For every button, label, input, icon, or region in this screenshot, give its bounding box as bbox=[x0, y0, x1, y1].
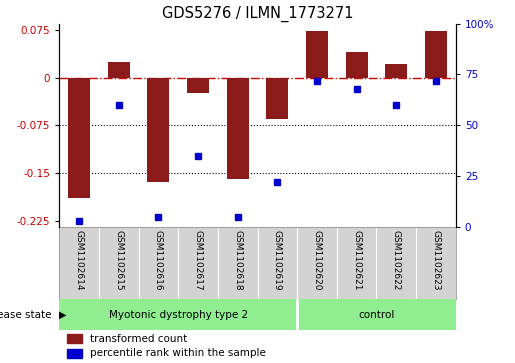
Bar bbox=[227, 78, 249, 179]
Text: GSM1102619: GSM1102619 bbox=[273, 230, 282, 290]
Bar bbox=[385, 64, 407, 78]
Text: control: control bbox=[358, 310, 394, 320]
Text: GSM1102623: GSM1102623 bbox=[432, 230, 440, 290]
Text: GSM1102622: GSM1102622 bbox=[392, 230, 401, 290]
Text: GSM1102617: GSM1102617 bbox=[194, 230, 202, 290]
Bar bbox=[68, 78, 90, 198]
Text: Myotonic dystrophy type 2: Myotonic dystrophy type 2 bbox=[109, 310, 248, 320]
Title: GDS5276 / ILMN_1773271: GDS5276 / ILMN_1773271 bbox=[162, 6, 353, 22]
Bar bbox=[297, 299, 456, 330]
Text: percentile rank within the sample: percentile rank within the sample bbox=[90, 348, 266, 358]
Bar bbox=[147, 78, 169, 182]
Text: GSM1102616: GSM1102616 bbox=[154, 230, 163, 290]
Bar bbox=[67, 348, 82, 358]
Text: GSM1102620: GSM1102620 bbox=[313, 230, 321, 290]
Bar bbox=[306, 31, 328, 78]
Text: GSM1102621: GSM1102621 bbox=[352, 230, 361, 290]
Bar bbox=[187, 78, 209, 93]
Text: ▶: ▶ bbox=[59, 310, 67, 320]
Bar bbox=[346, 52, 368, 78]
Bar bbox=[67, 334, 82, 343]
Bar bbox=[266, 78, 288, 119]
Text: GSM1102618: GSM1102618 bbox=[233, 230, 242, 290]
Text: GSM1102615: GSM1102615 bbox=[114, 230, 123, 290]
Bar bbox=[108, 62, 130, 78]
Text: disease state: disease state bbox=[0, 310, 52, 320]
Text: transformed count: transformed count bbox=[90, 334, 187, 344]
Bar bbox=[59, 299, 297, 330]
Text: GSM1102614: GSM1102614 bbox=[75, 230, 83, 290]
Bar bbox=[425, 31, 447, 78]
